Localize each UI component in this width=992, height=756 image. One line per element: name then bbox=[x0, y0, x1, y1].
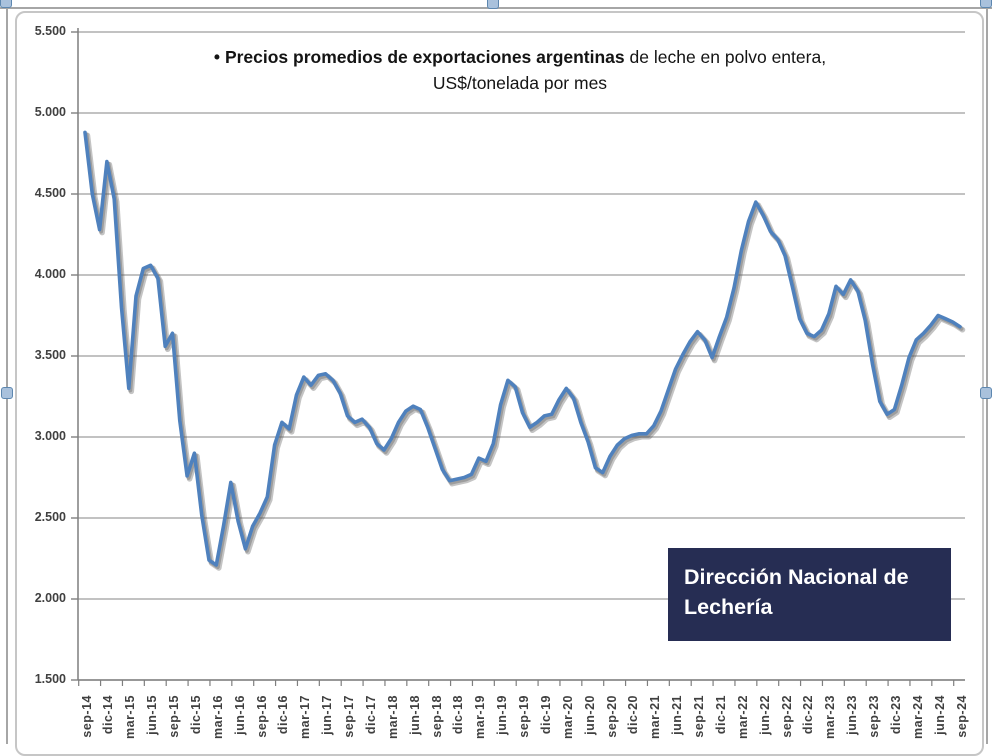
selection-border-right bbox=[986, 0, 988, 744]
price-line-shadow-inner bbox=[84, 132, 964, 569]
y-axis-label: 4.000 bbox=[34, 267, 66, 281]
y-axis-label: 1.500 bbox=[34, 672, 66, 686]
selection-handle-top-center[interactable] bbox=[487, 0, 499, 9]
selection-handle-right-middle[interactable] bbox=[980, 387, 992, 399]
x-axis-label: sep-21 bbox=[692, 695, 706, 738]
x-axis-label: dic-18 bbox=[451, 695, 466, 735]
x-axis-label: jun-22 bbox=[757, 695, 772, 735]
x-axis-label: dic-23 bbox=[888, 695, 903, 735]
x-axis-label: sep-23 bbox=[867, 695, 881, 738]
x-axis-label: mar-21 bbox=[648, 695, 663, 739]
x-axis-label: jun-24 bbox=[932, 695, 947, 735]
x-axis-label: jun-15 bbox=[145, 695, 160, 735]
x-axis-label: jun-18 bbox=[407, 695, 422, 735]
y-axis-label: 2.000 bbox=[34, 591, 66, 605]
x-axis-label: mar-23 bbox=[823, 695, 838, 739]
price-line-shadow-outer bbox=[84, 132, 966, 571]
x-axis-label: jun-19 bbox=[495, 695, 510, 735]
x-axis-label: dic-20 bbox=[626, 695, 641, 735]
x-axis-label: sep-20 bbox=[604, 695, 619, 738]
x-axis-label: sep-24 bbox=[954, 695, 969, 738]
selection-handle-top-right[interactable] bbox=[980, 0, 992, 8]
y-axis-label: 4.500 bbox=[34, 186, 66, 200]
x-axis-label: jun-23 bbox=[845, 695, 860, 735]
x-axis-label: dic-22 bbox=[801, 695, 816, 735]
x-axis-label: mar-20 bbox=[560, 695, 575, 739]
x-axis-label: sep-18 bbox=[429, 695, 444, 738]
x-axis-label: mar-17 bbox=[298, 695, 313, 739]
x-axis-label: mar-24 bbox=[910, 695, 925, 739]
x-axis-label: mar-18 bbox=[385, 695, 400, 739]
x-axis-label: mar-16 bbox=[210, 695, 225, 739]
x-axis-label: jun-20 bbox=[582, 695, 597, 735]
x-axis-label: sep-15 bbox=[167, 695, 181, 738]
x-axis-label: jun-17 bbox=[320, 695, 335, 735]
selection-handle-left-middle[interactable] bbox=[1, 387, 13, 399]
price-line-series[interactable] bbox=[83, 130, 962, 567]
x-axis-label: sep-16 bbox=[254, 695, 269, 738]
selection-border-left bbox=[6, 0, 8, 744]
chart-title-line1: • Precios promedios de exportaciones arg… bbox=[80, 44, 960, 70]
x-axis-label: sep-22 bbox=[779, 695, 794, 738]
selection-handle-top-left[interactable] bbox=[0, 0, 12, 8]
y-axis-label: 5.000 bbox=[34, 105, 66, 119]
x-axis-label: sep-14 bbox=[79, 695, 94, 738]
title-regular-text: de leche en polvo entera, bbox=[624, 47, 827, 67]
x-axis-label: mar-19 bbox=[473, 695, 488, 739]
dnl-box-line2: Lechería bbox=[684, 595, 773, 619]
x-axis-label: dic-17 bbox=[363, 695, 378, 735]
chart-title-line2: US$/tonelada por mes bbox=[432, 73, 608, 93]
title-bullet: • bbox=[213, 47, 221, 67]
x-axis-label: dic-19 bbox=[538, 695, 553, 735]
y-axis-label: 3.500 bbox=[34, 348, 66, 362]
y-axis-label: 3.000 bbox=[34, 429, 66, 443]
x-axis-label: sep-19 bbox=[517, 695, 531, 738]
x-axis-label: mar-15 bbox=[123, 695, 138, 739]
x-axis-label: dic-16 bbox=[276, 695, 291, 735]
x-axis-label: jun-16 bbox=[232, 695, 247, 735]
direccion-nacional-lecheria-box: Dirección Nacional de Lechería bbox=[668, 548, 951, 641]
dnl-box-line1: Dirección Nacional de bbox=[684, 565, 909, 589]
x-axis-label: dic-15 bbox=[188, 695, 203, 735]
x-axis-label: jun-21 bbox=[670, 695, 685, 735]
y-axis-label: 5.500 bbox=[34, 24, 66, 38]
chart-title: • Precios promedios de exportaciones arg… bbox=[80, 44, 960, 96]
title-bold-text: Precios promedios de exportaciones argen… bbox=[224, 47, 625, 67]
x-axis-label: dic-14 bbox=[101, 695, 116, 735]
x-axis-label: mar-22 bbox=[735, 695, 750, 739]
x-axis-label: sep-17 bbox=[342, 695, 356, 738]
x-axis-label: dic-21 bbox=[713, 695, 728, 735]
y-axis-label: 2.500 bbox=[34, 510, 66, 524]
